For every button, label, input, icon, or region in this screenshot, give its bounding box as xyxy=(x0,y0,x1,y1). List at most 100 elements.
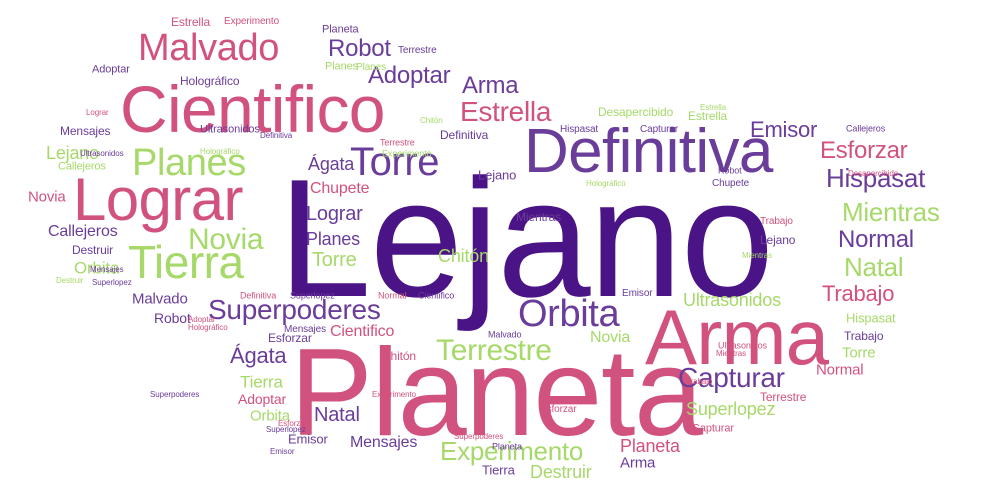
word-mientras-small: Mientras xyxy=(516,210,562,224)
word-torre-smaller: Torre xyxy=(842,344,876,362)
word-superlopez-smaller: Superlopez xyxy=(92,278,132,287)
word-destruir-small: Destruir xyxy=(72,243,114,257)
word-superpoderes: Superpoderes xyxy=(208,294,381,325)
word-planes-smallest: Planes xyxy=(356,62,386,73)
word-planeta-small: Planeta xyxy=(620,436,680,456)
word-mensajes-smallest: Mensajes xyxy=(90,265,124,274)
word-destruir-smaller: Destruir xyxy=(56,276,84,285)
word-planeta-smaller: Planeta xyxy=(322,23,359,36)
word-trabajo-mid: Trabajo xyxy=(822,281,895,306)
word-cientifico-small: Cientifico xyxy=(330,323,395,340)
word-estrella-smaller: Estrella xyxy=(688,109,728,123)
word-mientras-mid: Mientras xyxy=(842,197,940,227)
word-trabajo-small: Trabajo xyxy=(844,329,884,343)
word-hispasat: Hispasat xyxy=(826,163,926,193)
word-terrestre-smallest: Terrestre xyxy=(380,137,415,148)
word-callejeros-small: Callejeros xyxy=(48,223,118,240)
word-superlopez-mid: Superlopez xyxy=(686,399,776,419)
word-adoptar-small: Adoptar xyxy=(238,391,287,407)
word-callejeros-smallest: Callejeros xyxy=(58,160,106,173)
word-trabajo-smaller: Trabajo xyxy=(760,216,793,227)
word-terrestre-small: Terrestre xyxy=(760,390,807,404)
word-lejano-smaller: Lejano xyxy=(760,233,796,247)
word-natal-mid: Natal xyxy=(844,252,904,282)
word-torre-small: Torre xyxy=(312,249,357,271)
word-mensajes-smaller: Mensajes xyxy=(284,324,326,335)
word-emisor: Emisor xyxy=(750,117,818,142)
word-chiton-smaller: Chitón xyxy=(420,116,443,125)
word-robot-small: Robot xyxy=(154,310,191,326)
word-tierra-smaller: Tierra xyxy=(482,462,515,478)
word-hispasat-small: Hispasat xyxy=(846,310,896,326)
word-lograr-smallest: Lograr xyxy=(86,108,109,117)
word-cientifico: Cientifico xyxy=(120,72,386,146)
word-holografico-2: Holográfico xyxy=(586,179,626,188)
word-robot: Robot xyxy=(328,35,391,62)
word-estrella-small: Estrella xyxy=(171,15,211,29)
word-estrella-smallest: Estrella xyxy=(700,103,727,112)
word-normal-smaller: Normal xyxy=(378,290,407,301)
word-capturar-small: Capturar xyxy=(692,422,734,435)
word-arma-small: Arma xyxy=(620,454,656,472)
word-superpoderes-smallest: Superpoderes xyxy=(150,390,200,399)
word-holografico-1: Holográfico xyxy=(180,74,240,88)
word-planes: Planes xyxy=(132,142,246,184)
word-mientras-smallest: Mientras xyxy=(742,251,773,260)
word-planeta-smallest: Planeta xyxy=(492,441,522,452)
word-adoptar-mid: Adoptar xyxy=(368,62,451,89)
word-planes-smaller: Planes xyxy=(325,60,358,73)
word-lejano-large: Lejano xyxy=(278,144,774,332)
word-adoptar-smallest: Adoptar xyxy=(188,315,216,324)
word-estrella: Estrella xyxy=(460,96,552,127)
word-desapercibido-2: Desapercibido xyxy=(848,169,899,178)
word-ultrasonidos-smaller: Ultrasonidos xyxy=(718,340,767,351)
word-terrestre-smaller: Terrestre xyxy=(398,45,437,56)
word-esforzar-smallest: Esforzar xyxy=(278,419,308,428)
word-planes-small: Planes xyxy=(306,229,360,249)
word-robot-smaller: Robot xyxy=(718,165,742,176)
word-normal-mid: Normal xyxy=(838,226,914,253)
word-ultrasonidos-mid: Ultrasonidos xyxy=(683,290,781,310)
word-arma-large: Arma xyxy=(645,293,829,381)
word-tierra: Tierra xyxy=(128,236,244,288)
word-malvado-small: Malvado xyxy=(132,290,188,308)
word-planeta-large: Planeta xyxy=(290,324,703,462)
word-orbita: Orbita xyxy=(518,293,620,335)
word-mensajes-small: Mensajes xyxy=(60,124,111,138)
word-lograr: Lograr xyxy=(73,166,243,233)
word-capturar-smaller: Capturar xyxy=(640,124,679,135)
word-experimento-smaller: Experimento xyxy=(372,390,417,399)
word-malvado: Malvado xyxy=(138,27,279,69)
word-experimento-smallest: Experimento xyxy=(382,148,432,159)
word-mientras-smaller: Mientras xyxy=(716,349,747,358)
word-definitiva-smallest: Definitiva xyxy=(260,131,293,140)
word-mensajes-mid: Mensajes xyxy=(350,434,418,451)
word-tierra-small: Tierra xyxy=(240,372,283,392)
word-chiton-small: Chitón xyxy=(382,349,416,363)
word-emisor-smaller: Emisor xyxy=(622,288,653,299)
word-emisor-small: Emisor xyxy=(288,431,328,447)
word-lograr-small: Lograr xyxy=(306,203,363,225)
word-esforzar: Esforzar xyxy=(820,137,908,164)
word-holografico-3: Holográfico xyxy=(188,323,228,332)
word-novia-mid: Novia xyxy=(188,223,264,256)
word-superlopez-smallest: Superlopez xyxy=(266,425,306,434)
word-cientifico-smaller: Cientifico xyxy=(418,290,455,301)
word-lejano-smallest: Lejano xyxy=(478,167,517,183)
word-desapercibido-1: Desapercibido xyxy=(598,105,674,119)
word-definitiva-small: Definitiva xyxy=(440,128,489,142)
word-novia-small: Novia xyxy=(28,188,66,206)
word-capturar: Capturar xyxy=(678,362,785,393)
word-adoptar-smaller: Adoptar xyxy=(92,63,130,76)
word-trabajo-smallest: Trabajo xyxy=(686,377,713,386)
word-superlopez-small: Superlopez xyxy=(290,290,335,301)
word-normal-small: Normal xyxy=(816,361,864,379)
word-callejeros-smaller: Callejeros xyxy=(846,123,886,134)
word-definitiva-smaller: Definitiva xyxy=(240,290,277,301)
word-esforzar-small: Esforzar xyxy=(268,331,312,345)
word-orbita-small: Orbita xyxy=(74,258,120,278)
word-chupete-mid: Chupete xyxy=(310,180,370,197)
word-agata-mid: Ágata xyxy=(308,154,355,174)
word-arma-mid: Arma xyxy=(462,72,519,99)
